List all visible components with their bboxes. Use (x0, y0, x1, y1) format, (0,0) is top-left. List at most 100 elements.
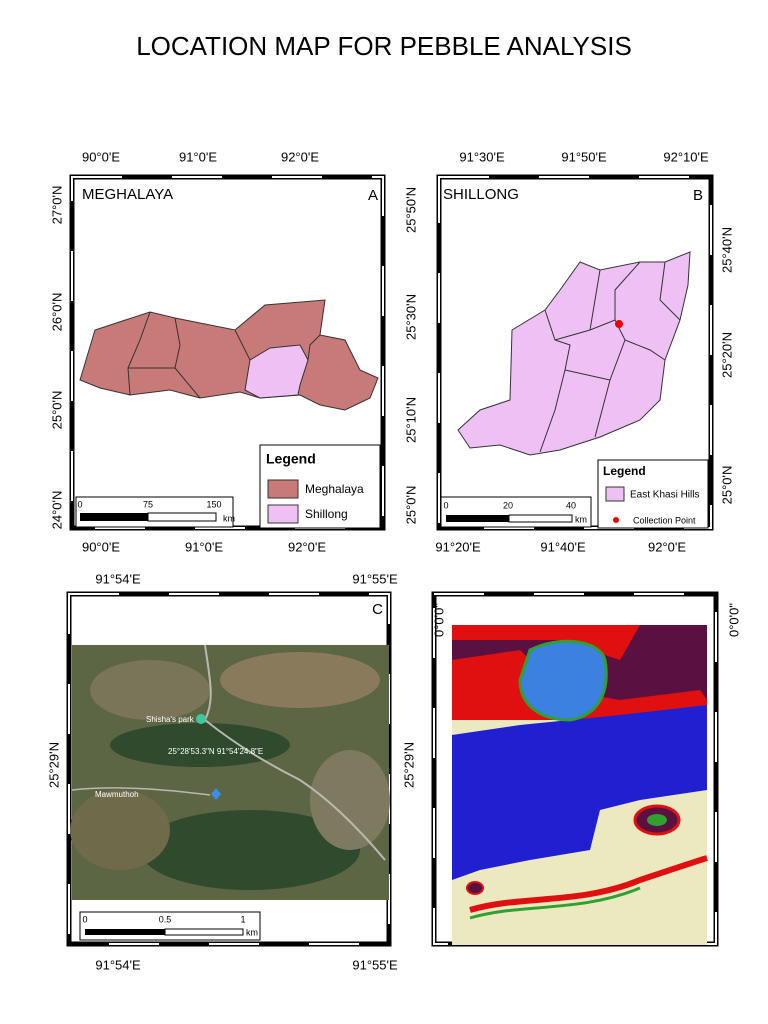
lat-label: 25°0'N (719, 466, 734, 505)
lat-label: 25°50'N (403, 187, 418, 233)
panel-a (69, 174, 386, 531)
collection-marker (211, 788, 221, 800)
lon-label: 91°0'E (179, 149, 217, 164)
scale-bar (85, 929, 165, 935)
legend-swatch (267, 479, 299, 499)
class-edge (469, 886, 641, 920)
place-label: Shisha's park (146, 715, 195, 724)
terrain (310, 750, 390, 850)
scale-unit: km (575, 514, 587, 524)
legend-title: Legend (603, 464, 646, 478)
scale-bar (147, 512, 217, 522)
block-boundary (589, 269, 601, 331)
lat-label: 0°0'0" (431, 603, 446, 637)
lon-label: 91°30'E (459, 149, 505, 164)
terrain (220, 652, 380, 708)
scale-unit: km (223, 513, 235, 523)
lon-label: 90°0'E (82, 149, 120, 164)
lon-label: 91°50'E (561, 149, 607, 164)
block-boundary (539, 309, 571, 453)
legend-item: Collection Point (633, 515, 696, 525)
panel-label: A (368, 187, 378, 204)
scale-bar (508, 514, 573, 523)
scale-label: 0 (82, 914, 87, 924)
map-name: SHILLONG (443, 186, 519, 203)
legend-title: Legend (266, 451, 316, 467)
scale-label: 0.5 (159, 914, 172, 924)
lat-label: 25°20'N (719, 332, 734, 378)
frame-ticks (438, 176, 712, 529)
lat-label: 25°40'N (719, 227, 734, 273)
scale-label: 1 (240, 914, 245, 924)
lon-label: 91°55'E (352, 571, 398, 586)
legend-item: Shillong (305, 507, 348, 521)
lon-label: 91°0'E (185, 539, 223, 554)
scale-label: 150 (206, 499, 221, 509)
lat-label: 26°0'N (49, 293, 64, 332)
district-boundary (234, 329, 251, 361)
lon-label: 91°20'E (435, 539, 481, 554)
district-boundary (128, 317, 181, 369)
lat-label: 25°10'N (403, 397, 418, 443)
lon-label: 91°54'E (95, 571, 141, 586)
lon-label: 91°40'E (540, 539, 586, 554)
district-boundary (127, 311, 151, 396)
scale-label: 0 (443, 500, 448, 510)
class-edge (469, 855, 708, 913)
lon-label: 91°54'E (95, 957, 141, 972)
lat-label: 27°0'N (49, 186, 64, 225)
lat-label: 24°0'N (49, 491, 64, 530)
lon-label: 91°55'E (352, 957, 398, 972)
class-patch (647, 814, 667, 826)
class-lightblue (518, 639, 608, 722)
lon-label: 92°0'E (281, 149, 319, 164)
scale-label: 0 (77, 499, 82, 509)
panel-b (436, 174, 714, 531)
lat-label: 25°0'N (403, 486, 418, 525)
terrain (90, 660, 210, 720)
panel-d (431, 591, 719, 947)
lon-label: 90°0'E (82, 539, 120, 554)
lon-label: 92°10'E (663, 149, 709, 164)
block-boundary (659, 261, 681, 321)
scale-unit: km (246, 927, 258, 937)
lon-label: 92°0'E (288, 539, 326, 554)
legend-swatch (267, 504, 299, 524)
lat-label: 25°29'N (401, 742, 416, 788)
place-marker (196, 714, 206, 724)
lat-label: 0°0'0" (726, 603, 741, 637)
scale-label: 20 (503, 500, 513, 510)
class-patch (466, 881, 484, 895)
scale-label: 75 (143, 499, 153, 509)
panel-c (66, 591, 392, 947)
place-label: 25°28'53.3"N 91°54'24.8"E (168, 747, 263, 756)
block-boundary (614, 261, 641, 320)
class-blue (452, 705, 707, 880)
scale-bar (164, 928, 244, 936)
road (203, 644, 386, 861)
place-label: Mawmuthoh (95, 790, 139, 799)
shillong-region (244, 344, 309, 399)
map-name: MEGHALAYA (82, 186, 173, 203)
east-khasi-hills (457, 251, 691, 456)
panel-label: C (372, 601, 383, 618)
frame-ticks (71, 176, 384, 529)
scale-box (75, 496, 234, 528)
block-boundary (554, 319, 666, 361)
legend-item: East Khasi Hills (630, 490, 699, 501)
legend-swatch (613, 517, 619, 523)
meghalaya-region (79, 299, 379, 411)
forest (140, 810, 360, 890)
page-title: LOCATION MAP FOR PEBBLE ANALYSIS (136, 31, 632, 61)
legend-item: Meghalaya (305, 482, 364, 496)
lon-label: 92°0'E (648, 539, 686, 554)
legend-swatch (605, 486, 625, 502)
terrain (70, 790, 170, 870)
scale-bar (446, 515, 509, 522)
scale-bar (80, 513, 148, 521)
scale-label: 40 (566, 500, 576, 510)
lat-label: 25°0'N (49, 391, 64, 430)
panel-label: B (693, 187, 703, 204)
lat-label: 25°29'N (46, 742, 61, 788)
